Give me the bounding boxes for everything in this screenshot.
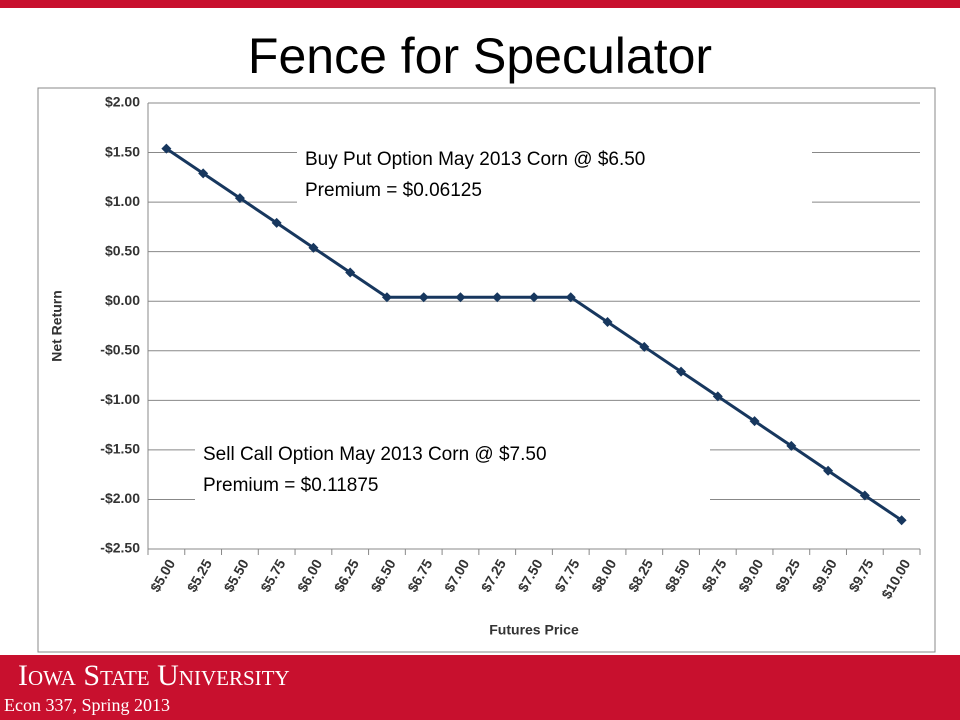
point-marker [381, 292, 392, 303]
top-bar [0, 0, 960, 8]
point-marker [271, 217, 282, 228]
y-tick-label: $2.00 [105, 94, 140, 110]
y-tick-label: $1.00 [105, 193, 140, 209]
y-tick-label: -$2.00 [100, 490, 140, 506]
y-tick-label: $1.50 [105, 143, 140, 159]
point-marker [418, 292, 429, 303]
annotation-box [195, 439, 710, 503]
point-marker [455, 292, 466, 303]
y-axis-label: Net Return [49, 290, 65, 362]
y-tick-label: -$1.50 [100, 441, 140, 457]
annotation-text: Sell Call Option May 2013 Corn @ $7.50 [203, 444, 547, 465]
annotation-box [297, 144, 812, 208]
y-tick-label: $0.50 [105, 242, 140, 258]
annotation-text: Premium = $0.06125 [305, 180, 482, 201]
point-marker [749, 416, 760, 427]
point-marker [234, 193, 245, 204]
y-tick-label: $0.00 [105, 292, 140, 308]
point-marker [565, 292, 576, 303]
university-name: Iowa State University [18, 659, 290, 692]
point-marker [529, 292, 539, 303]
course-label: Econ 337, Spring 2013 [4, 695, 170, 715]
point-marker [198, 168, 209, 179]
point-marker [602, 317, 613, 328]
y-tick-label: -$0.50 [100, 341, 140, 357]
point-marker [161, 143, 172, 154]
point-marker [492, 292, 503, 303]
point-marker [823, 465, 834, 476]
point-marker [345, 267, 356, 278]
annotation-text: Buy Put Option May 2013 Corn @ $6.50 [305, 149, 645, 170]
point-marker [712, 391, 723, 402]
annotation-text: Premium = $0.11875 [203, 475, 379, 496]
point-marker [896, 515, 907, 526]
point-marker [786, 440, 797, 451]
y-tick-label: -$1.00 [100, 391, 140, 407]
point-marker [639, 341, 650, 352]
footer-bar [0, 655, 960, 720]
point-marker [676, 366, 687, 377]
point-marker [859, 490, 870, 501]
x-axis-label: Futures Price [489, 622, 579, 638]
point-marker [308, 242, 319, 253]
y-tick-label: -$2.50 [100, 540, 140, 556]
slide-title: Fence for Speculator [248, 28, 712, 84]
